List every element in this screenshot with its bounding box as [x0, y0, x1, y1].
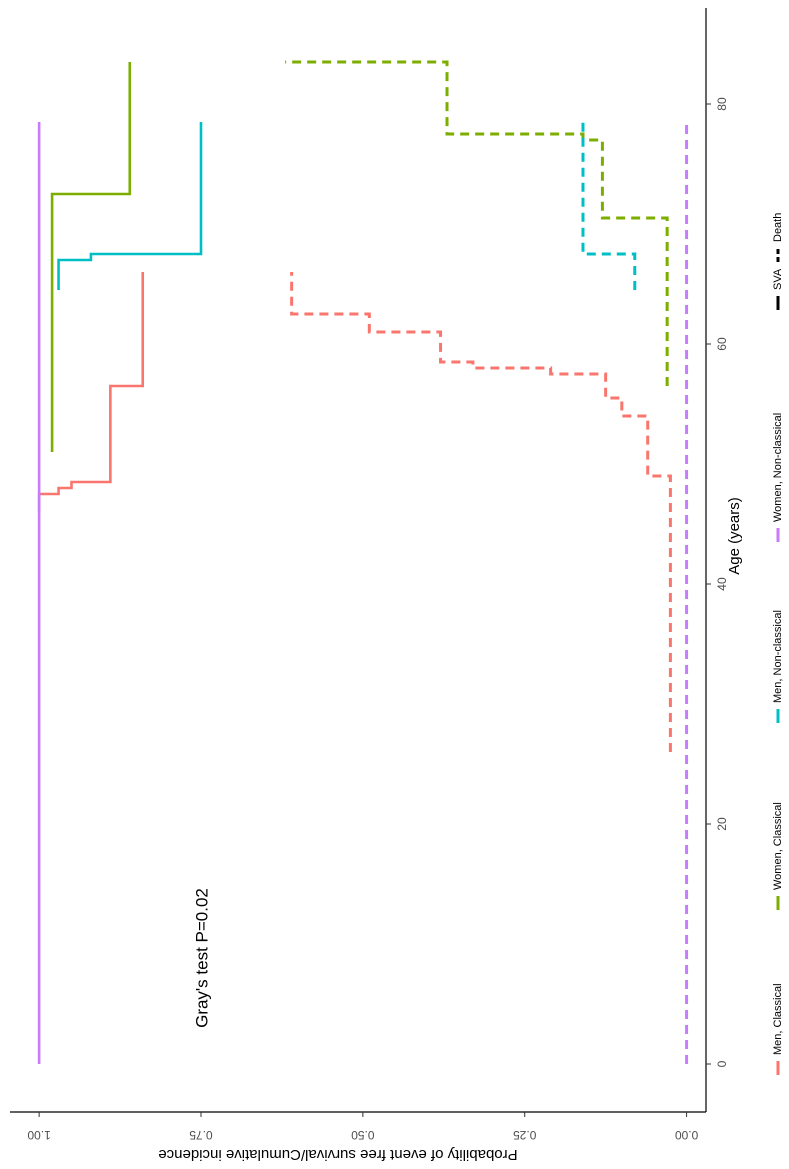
series-women-classical-death: [285, 60, 669, 386]
annotation-grays-test: Gray's test P=0.02: [192, 888, 211, 1028]
y-tick-label-2: 0.50: [351, 1128, 375, 1142]
series-men-non-classical-sva: [57, 122, 203, 290]
plot-area: Gray's test P=0.02: [37, 60, 689, 1064]
y-tick-label-3: 0.75: [189, 1128, 213, 1142]
legend-label-3: Women, Non-classical: [772, 413, 784, 522]
series-men-classical-sva: [37, 272, 145, 512]
axes: 0 20 40 60 80 0.00 0.25 0.50 0.75 1.00 Age (years)…: [10, 8, 743, 1163]
x-tick-label-80: 80: [715, 97, 729, 111]
x-tick-label-40: 40: [715, 577, 729, 591]
y-tick-label-1: 0.25: [513, 1128, 537, 1142]
x-tick-label-20: 20: [715, 817, 729, 831]
y-tick-label-0: 0.00: [675, 1128, 699, 1142]
legend-linetype-label-1: Death: [772, 213, 784, 242]
legend: Men, Classical Women, Classical Men, Non-c…: [772, 213, 784, 1075]
legend-linetype-label-0: SVA: [772, 268, 784, 290]
y-tick-label-4: 1.00: [27, 1128, 51, 1142]
legend-label-2: Men, Non-classical: [772, 610, 784, 703]
x-axis-title: Age (years): [726, 497, 743, 575]
x-tick-label-0: 0: [715, 1060, 729, 1067]
series-men-non-classical-death: [581, 122, 637, 290]
y-axis-title: Probability of event free survival/Cumul…: [158, 1146, 517, 1163]
legend-label-1: Women, Classical: [772, 802, 784, 890]
legend-label-0: Men, Classical: [772, 983, 784, 1055]
series-men-classical-death: [290, 272, 672, 752]
x-tick-label-60: 60: [715, 337, 729, 351]
series-women-classical-sva: [50, 62, 132, 452]
